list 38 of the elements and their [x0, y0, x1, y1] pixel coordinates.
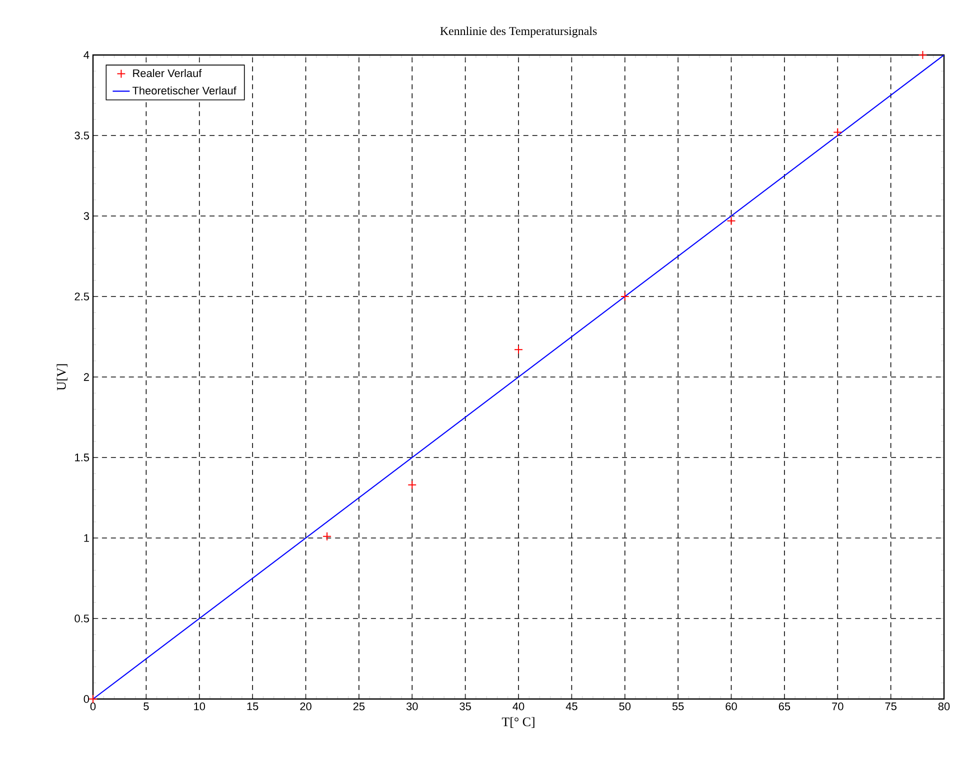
y-axis-title: U[V] — [56, 364, 68, 390]
x-tick-label: 20 — [300, 702, 312, 710]
x-tick-label: 60 — [726, 702, 737, 710]
point — [408, 480, 417, 490]
x-tick-label: 35 — [460, 702, 471, 710]
x-tick-label: 80 — [938, 702, 950, 710]
x-tick-label: 15 — [247, 702, 258, 710]
x-tick-label: 25 — [353, 702, 365, 710]
x-tick-label: 70 — [832, 702, 844, 710]
legend-label: Theoretischer Verlauf — [132, 86, 236, 94]
x-tick-label: 10 — [194, 702, 206, 710]
x-tick-label: 30 — [406, 702, 418, 710]
x-tick-label: 75 — [885, 702, 896, 710]
y-tick-label: 3.5 — [74, 132, 90, 140]
x-tick-label: 65 — [778, 702, 790, 710]
y-tick-label: 2 — [84, 373, 89, 381]
x-tick-label: 55 — [672, 702, 684, 710]
y-tick-label: 4 — [84, 51, 90, 59]
y-tick-label: 1.5 — [75, 454, 90, 462]
x-tick-label: 0 — [90, 702, 96, 710]
x-tick-label: 5 — [144, 702, 149, 710]
y-tick-label: 0 — [84, 695, 90, 703]
x-tick-label: 45 — [566, 702, 578, 710]
legend-label: Realer Verlauf — [133, 69, 202, 78]
point — [322, 532, 332, 541]
point — [726, 216, 736, 226]
point — [620, 292, 630, 301]
x-tick-label: 50 — [619, 702, 631, 710]
point — [514, 345, 523, 354]
x-axis-title: T[° C] — [502, 717, 534, 728]
point — [918, 50, 928, 60]
y-tick-label: 2.5 — [74, 292, 90, 300]
chart-title: Kennlinie des Temperatursignals — [440, 26, 597, 38]
y-tick-label: 1 — [84, 534, 89, 542]
y-tick-label: 3 — [84, 212, 89, 220]
x-tick-label: 40 — [512, 702, 524, 710]
y-tick-label: 0.5 — [74, 614, 90, 622]
point — [833, 128, 842, 137]
